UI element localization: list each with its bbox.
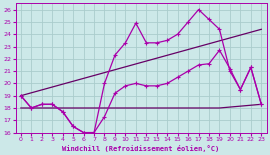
X-axis label: Windchill (Refroidissement éolien,°C): Windchill (Refroidissement éolien,°C) <box>62 144 220 152</box>
